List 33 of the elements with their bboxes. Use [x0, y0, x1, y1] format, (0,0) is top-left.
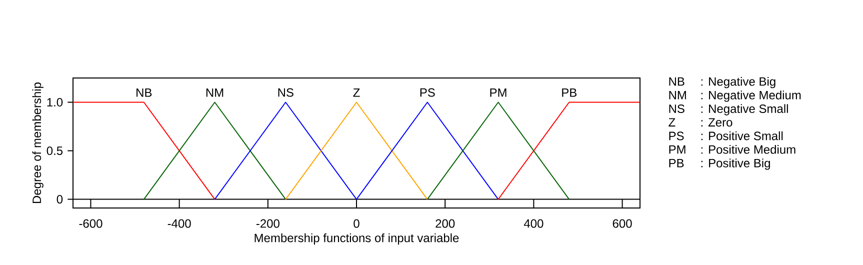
- text: PM: [669, 145, 686, 154]
- x-axis-title: Membership functions of input variable: [254, 233, 459, 245]
- text: : Zero: [701, 118, 732, 127]
- text: NM: [669, 91, 686, 100]
- x-tick-label: 400: [524, 219, 544, 228]
- x-tick-label: -600: [79, 219, 102, 228]
- text: NS: [669, 104, 684, 113]
- series-label: NB: [136, 88, 152, 97]
- text: : Negative Big: [701, 76, 776, 88]
- text: : Positive Small: [701, 131, 783, 140]
- y-tick-label: 1.0: [47, 98, 63, 107]
- text: : Negative Medium: [701, 90, 801, 102]
- series-label: NM: [206, 88, 224, 97]
- series-label: PM: [490, 88, 506, 97]
- x-tick-label: -400: [168, 219, 191, 228]
- text: Z: [668, 118, 676, 126]
- text: : Positive Big: [701, 158, 770, 170]
- y-axis-title: Degree of membership: [32, 82, 44, 204]
- y-tick-label: 0: [56, 195, 63, 204]
- series-label: PS: [420, 88, 435, 97]
- series-label: Z: [353, 88, 360, 97]
- x-tick-label: 0: [354, 219, 360, 228]
- text: PB: [669, 159, 684, 168]
- text: : Negative Small: [701, 104, 788, 116]
- x-tick-label: 200: [436, 219, 455, 228]
- text: PS: [669, 132, 684, 140]
- y-tick-label: 0.5: [46, 146, 63, 156]
- x-tick-label: -200: [256, 219, 280, 228]
- text: : Positive Medium: [701, 144, 796, 154]
- series-label: NS: [278, 88, 294, 97]
- x-tick-label: 600: [612, 219, 632, 228]
- series-label: PB: [562, 88, 577, 97]
- text: NB: [669, 77, 684, 86]
